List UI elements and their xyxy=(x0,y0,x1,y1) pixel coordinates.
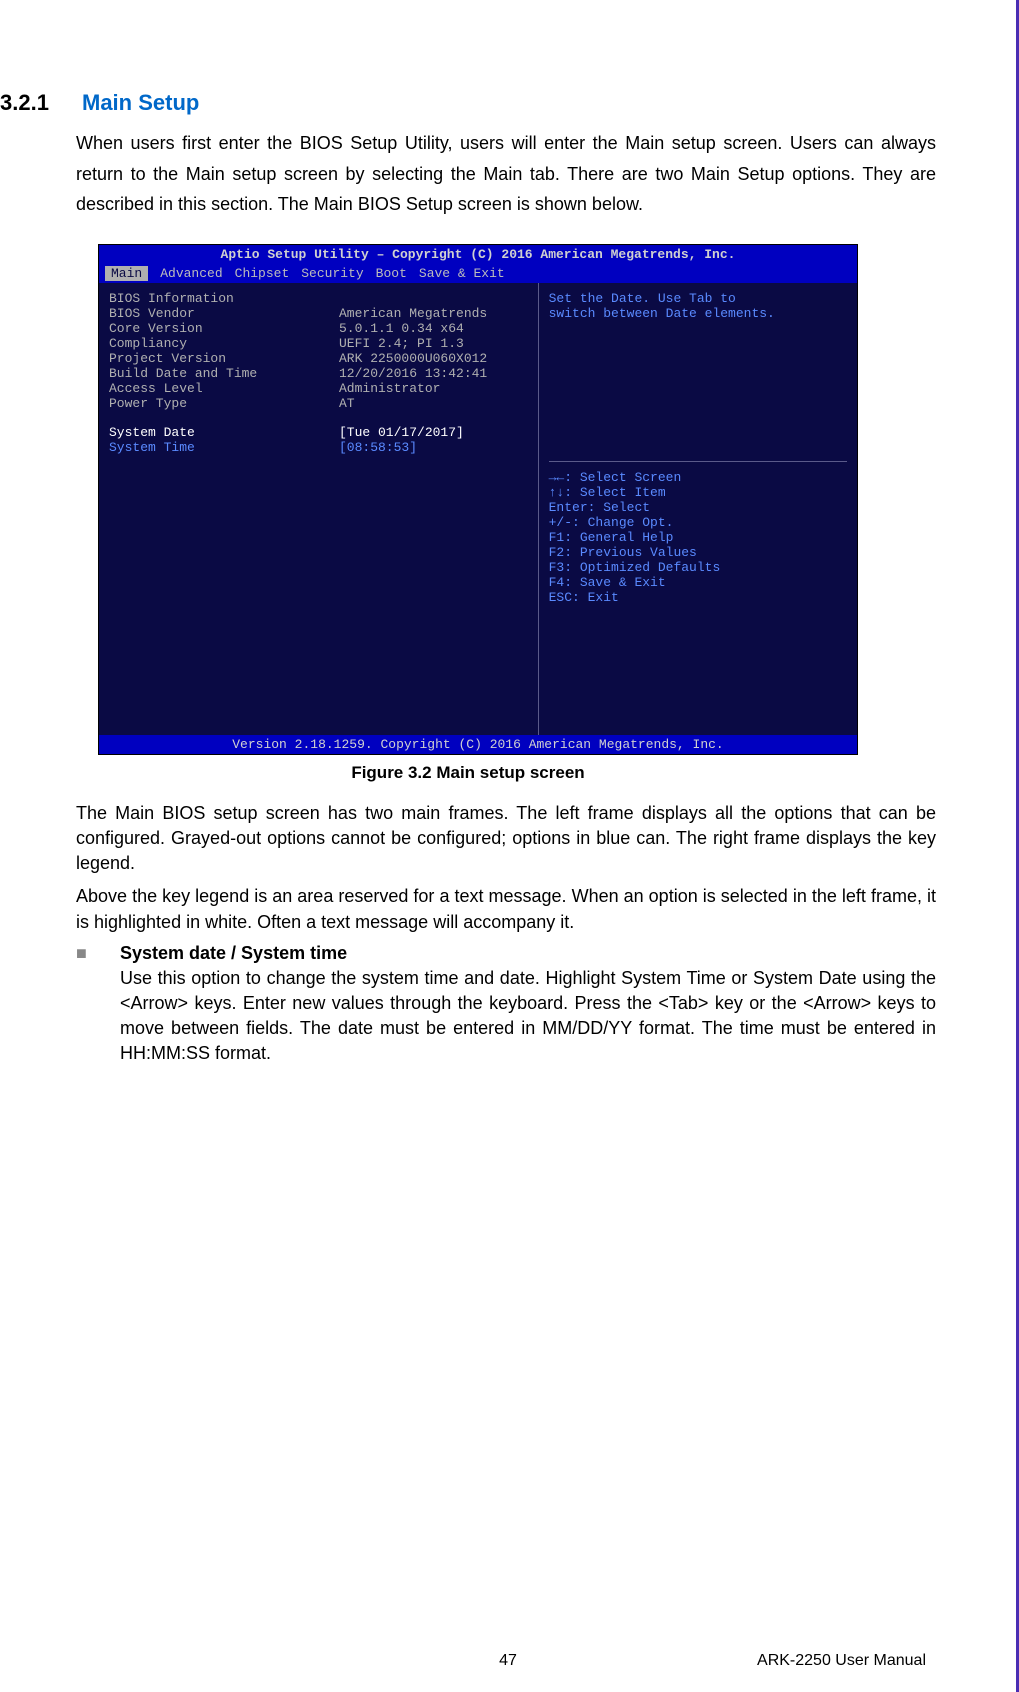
bios-header-bar: Aptio Setup Utility – Copyright (C) 2016… xyxy=(99,245,857,264)
info-label: BIOS Information xyxy=(109,291,339,306)
info-value: UEFI 2.4; PI 1.3 xyxy=(339,336,464,351)
section-title: Main Setup xyxy=(82,90,199,116)
info-label: Build Date and Time xyxy=(109,366,339,381)
bullet-item: ■ System date / System time xyxy=(76,943,936,964)
info-label: Access Level xyxy=(109,381,339,396)
section-heading-row: 3.2.1 Main Setup xyxy=(0,90,936,116)
bios-tab-row: Main Advanced Chipset Security Boot Save… xyxy=(99,264,857,283)
section-number: 3.2.1 xyxy=(0,90,68,116)
paragraph-1: The Main BIOS setup screen has two main … xyxy=(76,801,936,877)
bios-key-legend: →←: Select Screen ↑↓: Select Item Enter:… xyxy=(549,461,847,727)
key-line: ↑↓: Select Item xyxy=(549,485,847,500)
key-line: Enter: Select xyxy=(549,500,847,515)
bios-body: BIOS Information BIOS VendorAmerican Meg… xyxy=(99,283,857,735)
bios-left-frame: BIOS Information BIOS VendorAmerican Meg… xyxy=(99,283,539,735)
key-line: →←: Select Screen xyxy=(549,470,847,485)
system-date-label: System Date xyxy=(109,425,339,440)
intro-paragraph: When users first enter the BIOS Setup Ut… xyxy=(76,128,936,220)
info-label: Project Version xyxy=(109,351,339,366)
info-label: BIOS Vendor xyxy=(109,306,339,321)
info-label: Core Version xyxy=(109,321,339,336)
system-date-value: [Tue 01/17/2017] xyxy=(339,425,464,440)
info-value: ARK 2250000U060X012 xyxy=(339,351,487,366)
bios-tab-main[interactable]: Main xyxy=(105,266,148,281)
info-row: Power TypeAT xyxy=(109,396,528,411)
info-row: Build Date and Time12/20/2016 13:42:41 xyxy=(109,366,528,381)
key-line: F1: General Help xyxy=(549,530,847,545)
bios-footer-bar: Version 2.18.1259. Copyright (C) 2016 Am… xyxy=(99,735,857,754)
info-row: Project VersionARK 2250000U060X012 xyxy=(109,351,528,366)
help-line: switch between Date elements. xyxy=(549,306,847,321)
info-label: Power Type xyxy=(109,396,339,411)
system-time-row[interactable]: System Time [08:58:53] xyxy=(109,440,528,455)
bios-tab-advanced[interactable]: Advanced xyxy=(160,266,222,281)
info-value: AT xyxy=(339,396,355,411)
bullet-square-icon: ■ xyxy=(76,943,120,964)
key-line: F4: Save & Exit xyxy=(549,575,847,590)
paragraph-2: Above the key legend is an area reserved… xyxy=(76,884,936,934)
bullet-heading: System date / System time xyxy=(120,943,347,964)
doc-title: ARK-2250 User Manual xyxy=(757,1652,926,1670)
key-line: +/-: Change Opt. xyxy=(549,515,847,530)
info-value: 12/20/2016 13:42:41 xyxy=(339,366,487,381)
manual-page: 3.2.1 Main Setup When users first enter … xyxy=(0,0,1016,1692)
bios-tab-security[interactable]: Security xyxy=(301,266,363,281)
bios-tab-save-exit[interactable]: Save & Exit xyxy=(419,266,505,281)
info-row: BIOS Information xyxy=(109,291,528,306)
key-line: F2: Previous Values xyxy=(549,545,847,560)
bullet-body: Use this option to change the system tim… xyxy=(120,966,936,1067)
help-line: Set the Date. Use Tab to xyxy=(549,291,847,306)
info-value: Administrator xyxy=(339,381,440,396)
info-value: American Megatrends xyxy=(339,306,487,321)
bios-right-frame: Set the Date. Use Tab to switch between … xyxy=(539,283,857,735)
info-row: BIOS VendorAmerican Megatrends xyxy=(109,306,528,321)
info-row: Access LevelAdministrator xyxy=(109,381,528,396)
info-label: Compliancy xyxy=(109,336,339,351)
info-row: Core Version5.0.1.1 0.34 x64 xyxy=(109,321,528,336)
key-line: ESC: Exit xyxy=(549,590,847,605)
info-row: CompliancyUEFI 2.4; PI 1.3 xyxy=(109,336,528,351)
system-time-value: [08:58:53] xyxy=(339,440,417,455)
info-value: 5.0.1.1 0.34 x64 xyxy=(339,321,464,336)
bios-screenshot: Aptio Setup Utility – Copyright (C) 2016… xyxy=(98,244,858,755)
bios-tab-chipset[interactable]: Chipset xyxy=(235,266,290,281)
figure-caption: Figure 3.2 Main setup screen xyxy=(0,763,936,783)
bios-window: Aptio Setup Utility – Copyright (C) 2016… xyxy=(98,244,858,755)
spacer xyxy=(109,411,528,425)
key-line: F3: Optimized Defaults xyxy=(549,560,847,575)
page-number: 47 xyxy=(499,1652,517,1670)
system-time-label: System Time xyxy=(109,440,339,455)
bios-tab-boot[interactable]: Boot xyxy=(376,266,407,281)
bios-help-text: Set the Date. Use Tab to switch between … xyxy=(549,291,847,461)
system-date-row[interactable]: System Date [Tue 01/17/2017] xyxy=(109,425,528,440)
